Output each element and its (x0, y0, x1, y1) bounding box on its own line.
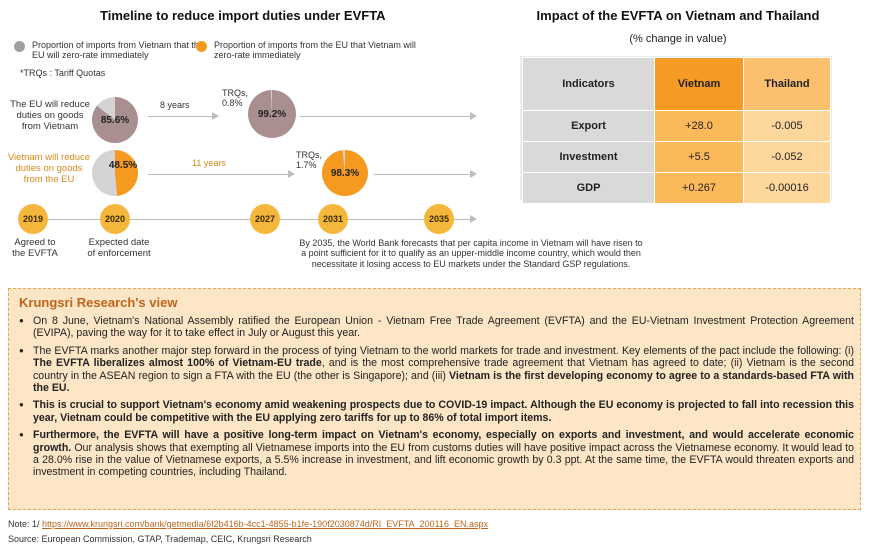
impact-title: Impact of the EVFTA on Vietnam and Thail… (536, 8, 820, 23)
row2-trq: TRQs, 1.7% (296, 150, 322, 171)
pie-vn-end-label: 98.3% (330, 167, 360, 179)
vietnam-cell: +0.267 (654, 172, 744, 204)
pie-eu-end-label: 99.2% (257, 108, 287, 120)
row1-arrow-2 (300, 116, 470, 117)
pie-vn-end: 98.3% (322, 150, 368, 196)
bullet-2-text-c: , and is the most comprehensive trade ag… (33, 357, 854, 382)
indicator-cell: Investment (522, 141, 655, 173)
footer-note-link[interactable]: https://www.krungsri.com/bank/getmedia/6… (42, 519, 488, 529)
thailand-cell: -0.005 (743, 110, 831, 142)
row2-duration: 11 years (192, 158, 226, 168)
pie-eu-start: 85.6% (92, 97, 138, 143)
arrow-head-icon (288, 170, 295, 178)
arrow-head-icon (470, 215, 477, 223)
footer-note: Note: 1/ https://www.krungsri.com/bank/g… (8, 519, 488, 529)
row2-arrow-1 (148, 174, 288, 175)
pie-eu-end: 99.2% (248, 90, 296, 138)
bullet-1-text: On 8 June, Vietnam's National Assembly r… (33, 315, 854, 340)
research-view-box: Krungsri Research's view On 8 June, Viet… (8, 288, 861, 510)
indicator-cell: GDP (522, 172, 655, 204)
row2-label: Vietnam will reduce duties on goods from… (7, 152, 91, 185)
bullet-2-text-d: Vietnam is the first developing economy … (33, 369, 854, 395)
impact-table: Indicators Vietnam Thailand Export +28.0… (522, 57, 831, 204)
pie-vn-start-label: 48.5% (108, 159, 138, 171)
row2-arrow-2 (374, 174, 470, 175)
year-2019-caption: Agreed to the EVFTA (12, 237, 58, 259)
year-2020-caption: Expected date of enforcement (87, 237, 151, 259)
header-thailand: Thailand (743, 57, 831, 111)
arrow-head-icon (470, 112, 477, 120)
impact-subtitle: (% change in value) (629, 33, 727, 45)
row1-duration: 8 years (160, 100, 190, 110)
trq-note: *TRQs : Tariff Quotas (20, 68, 106, 78)
research-view-list: On 8 June, Vietnam's National Assembly r… (19, 315, 854, 484)
year-2035: 2035 (424, 204, 454, 234)
legend-label-eu: Proportion of imports from the EU that V… (214, 40, 416, 61)
year-2027: 2027 (250, 204, 280, 234)
header-indicators: Indicators (522, 57, 655, 111)
legend-orange-dot-icon (196, 41, 207, 52)
footer-source: Source: European Commission, GTAP, Trade… (8, 534, 312, 544)
research-view-title: Krungsri Research's view (19, 295, 178, 310)
bullet-4-text-a: Furthermore, the EVFTA will have a posit… (33, 429, 854, 454)
thailand-cell: -0.052 (743, 141, 831, 173)
forecast-note: By 2035, the World Bank forecasts that p… (299, 238, 643, 269)
table-row: Investment +5.5 -0.052 (522, 141, 831, 173)
vietnam-cell: +5.5 (654, 141, 744, 173)
bullet-4-text-b: Our analysis shows that exempting all Vi… (33, 441, 854, 479)
bullet-3-text: This is crucial to support Vietnam's eco… (33, 399, 854, 424)
timeline-title: Timeline to reduce import duties under E… (100, 8, 386, 23)
pie-eu-start-label: 85.6% (100, 114, 130, 126)
header-vietnam: Vietnam (654, 57, 744, 111)
row1-label: The EU will reduce duties on goods from … (10, 99, 90, 132)
table-row: Export +28.0 -0.005 (522, 110, 831, 142)
legend-grey-dot-icon (14, 41, 25, 52)
footer-note-label: Note: 1/ (8, 519, 43, 529)
arrow-head-icon (212, 112, 219, 120)
year-2031: 2031 (318, 204, 348, 234)
impact-table-frame: Indicators Vietnam Thailand Export +28.0… (520, 56, 832, 204)
thailand-cell: -0.00016 (743, 172, 831, 204)
year-2019: 2019 (18, 204, 48, 234)
pie-vn-start: 48.5% (92, 150, 138, 196)
list-item: Furthermore, the EVFTA will have a posit… (19, 429, 854, 479)
list-item: This is crucial to support Vietnam's eco… (19, 399, 854, 424)
bullet-2-text-b: The EVFTA liberalizes almost 100% of Vie… (33, 357, 322, 370)
list-item: On 8 June, Vietnam's National Assembly r… (19, 315, 854, 340)
vietnam-cell: +28.0 (654, 110, 744, 142)
row1-arrow-1 (148, 116, 212, 117)
row1-trq: TRQs, 0.8% (222, 88, 248, 109)
bullet-2-text-a: The EVFTA marks another major step forwa… (33, 344, 854, 357)
legend-label-vietnam: Proportion of imports from Vietnam that … (32, 40, 204, 61)
table-row: GDP +0.267 -0.00016 (522, 172, 831, 204)
list-item: The EVFTA marks another major step forwa… (19, 345, 854, 395)
arrow-head-icon (470, 170, 477, 178)
indicator-cell: Export (522, 110, 655, 142)
year-2020: 2020 (100, 204, 130, 234)
